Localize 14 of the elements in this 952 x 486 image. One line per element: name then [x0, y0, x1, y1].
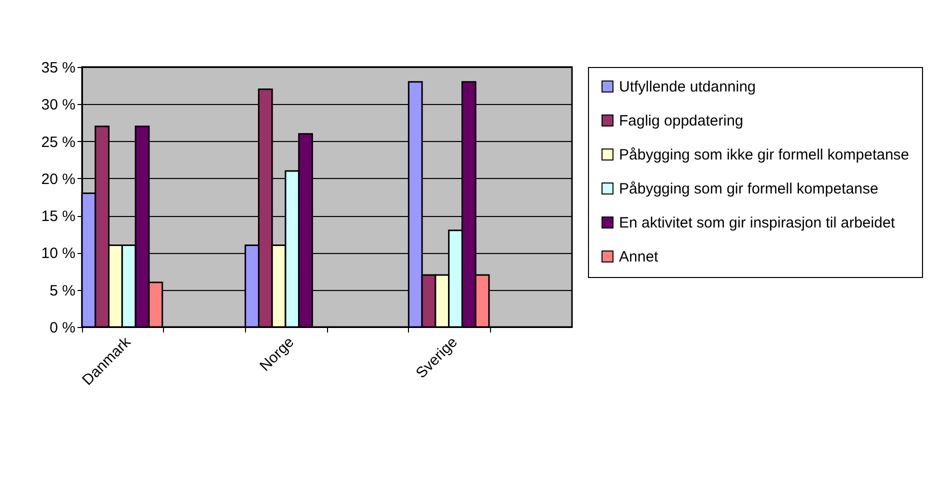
y-tick-label: 0 %	[50, 320, 76, 336]
legend-label: En aktivitet som gir inspirasjon til arbeidet	[619, 214, 896, 232]
legend-label: Utfyllende utdanning	[619, 78, 756, 96]
y-tick-label: 20 %	[41, 170, 76, 188]
legend-label: Faglig oppdatering	[619, 112, 744, 130]
y-tick-label: 30 %	[41, 96, 76, 114]
y-tick-label: 15 %	[41, 208, 76, 226]
legend-label: Påbygging som ikke gir formell kompetanse	[619, 146, 910, 164]
y-tick-label: 5 %	[50, 282, 76, 300]
y-tick-label: 10 %	[41, 245, 76, 262]
y-tick-label: 35 %	[41, 60, 76, 76]
legend-label: Påbygging som gir formell kompetanse	[619, 180, 878, 198]
legend-label: Annet	[619, 248, 660, 266]
y-tick-label: 25 %	[41, 134, 76, 151]
